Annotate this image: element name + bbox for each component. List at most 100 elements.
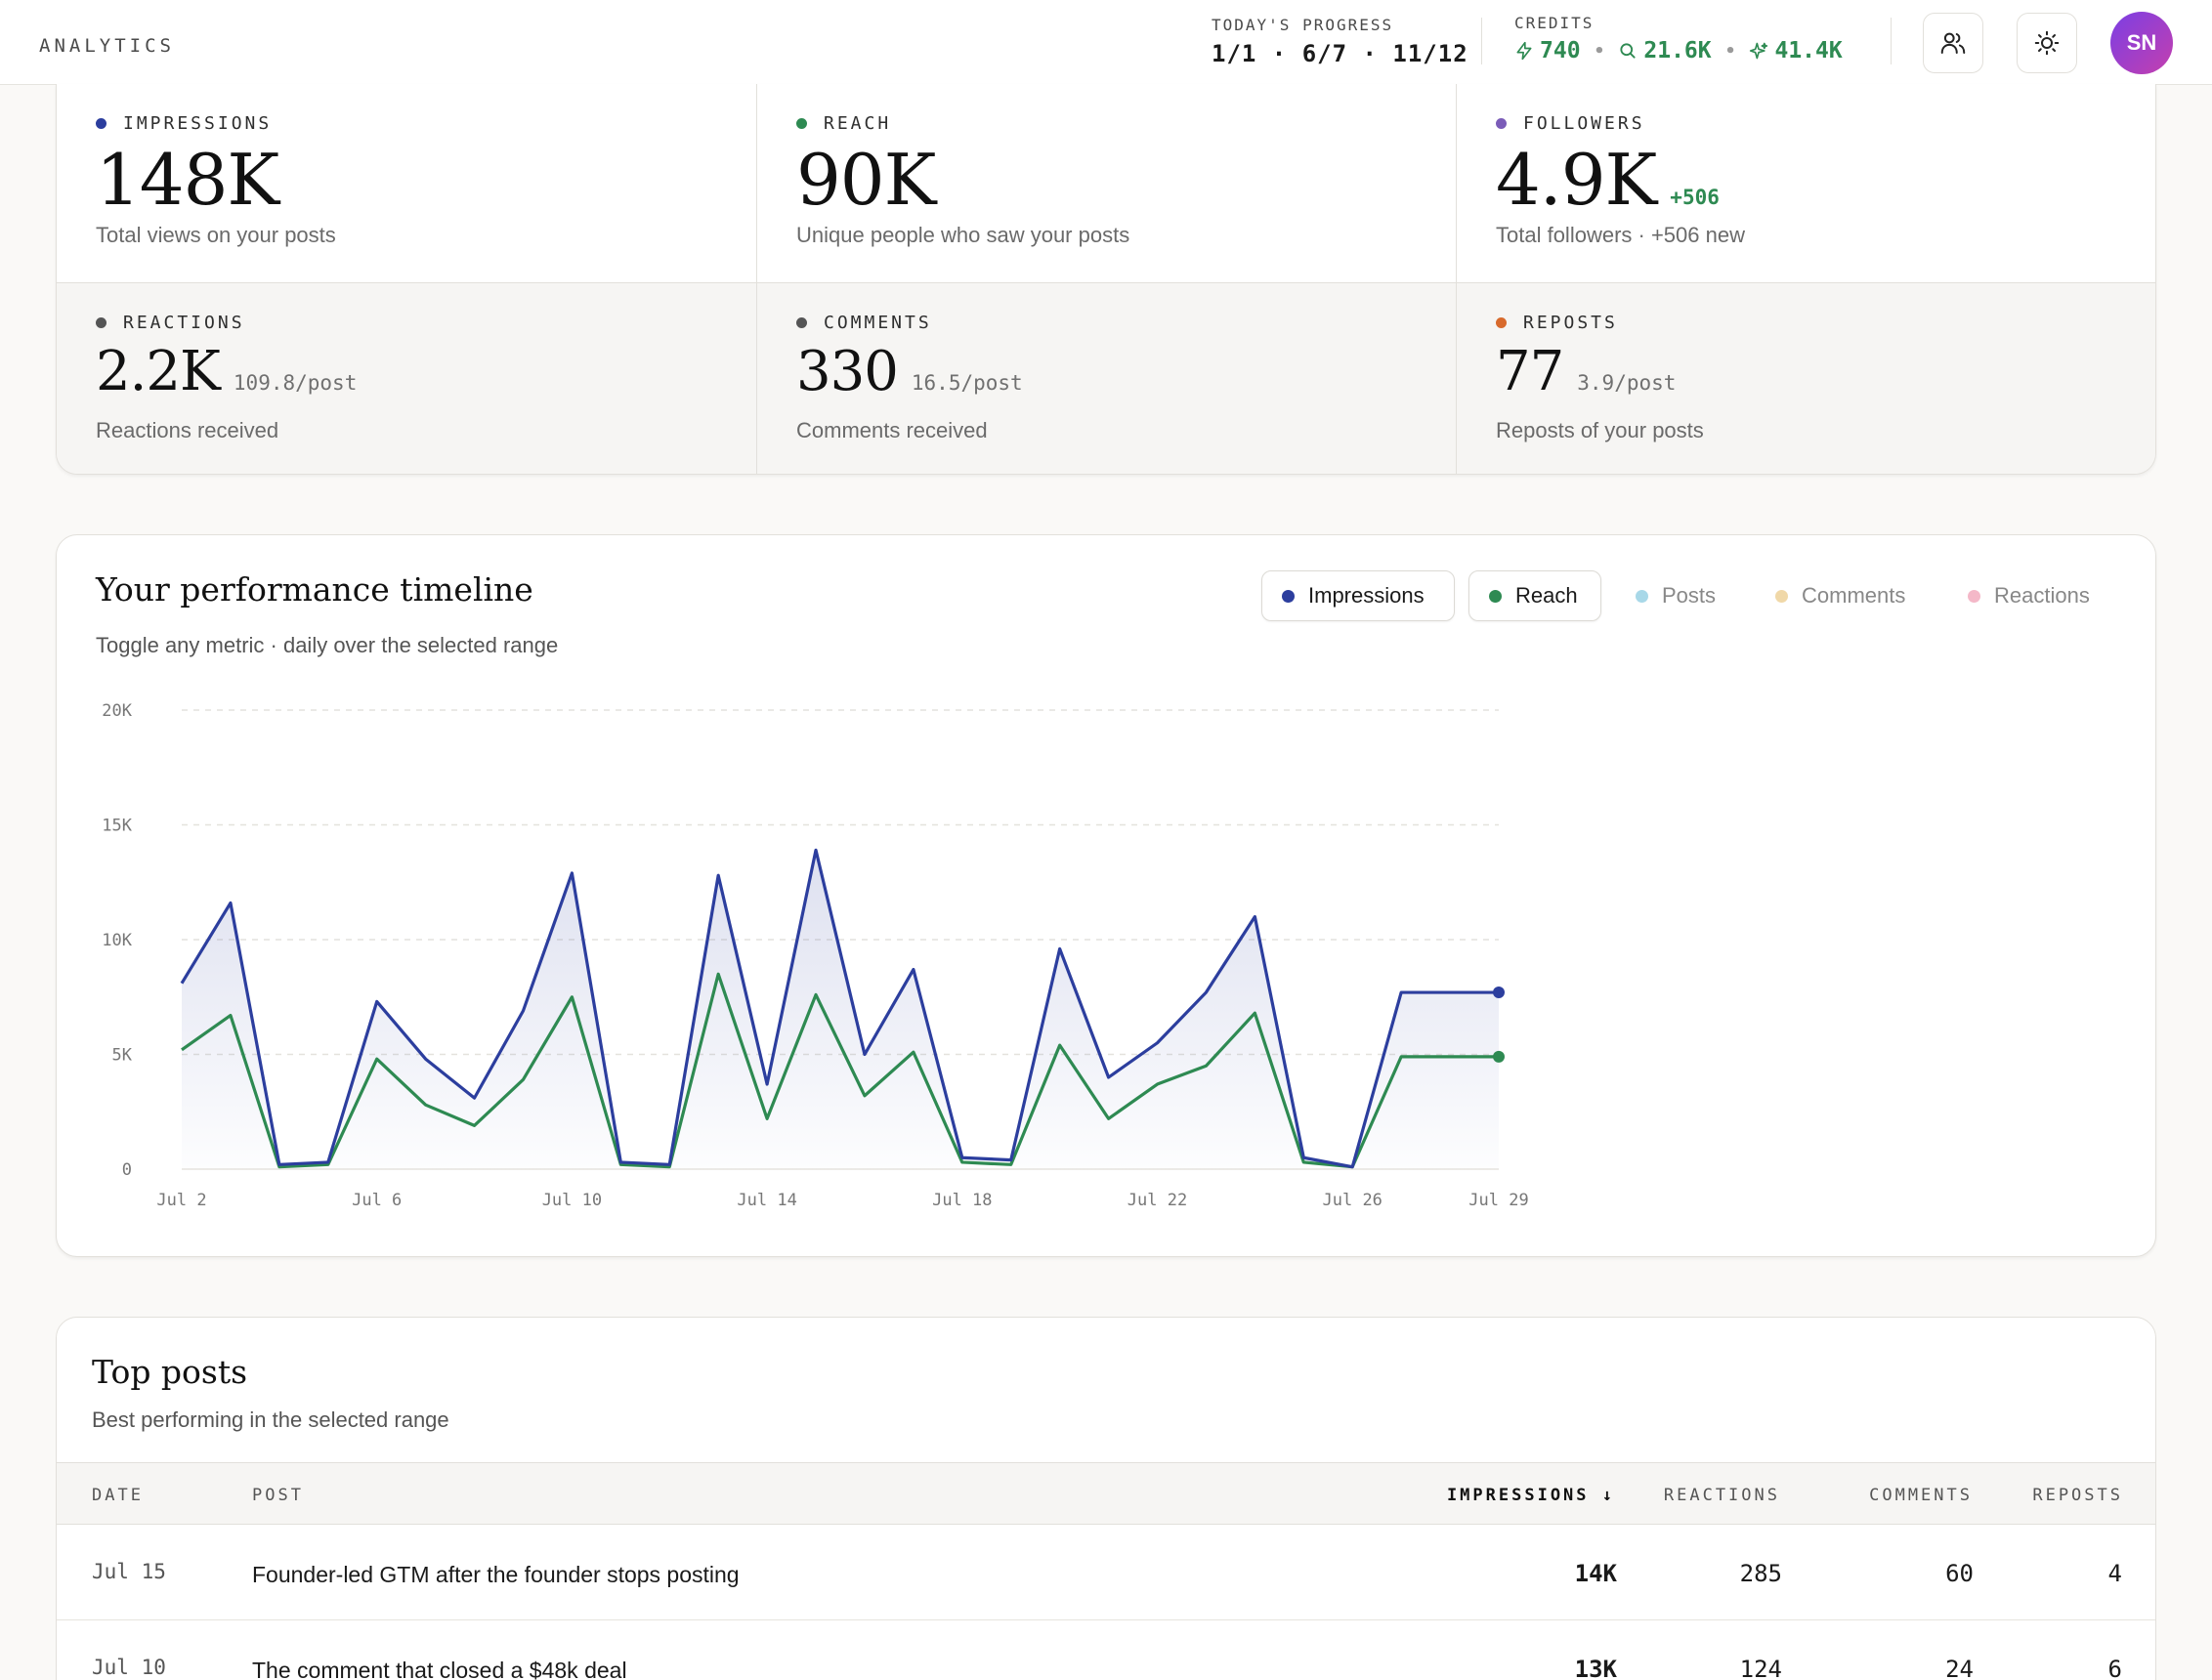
stat-per-post: 3.9/post xyxy=(1577,371,1677,395)
toggle-label: Impressions xyxy=(1308,583,1425,608)
x-tick-label: Jul 14 xyxy=(737,1191,796,1210)
avatar[interactable]: SN xyxy=(2110,12,2173,74)
status-dot xyxy=(96,118,106,129)
stat-comments: COMMENTS 330 16.5/post Comments received xyxy=(756,282,1456,474)
toggle-posts[interactable]: Posts xyxy=(1636,570,1716,621)
x-tick-label: Jul 2 xyxy=(156,1191,206,1210)
stat-label: IMPRESSIONS xyxy=(123,113,273,134)
performance-timeline-card: 0 5K 10K 15K 20K Jul 2 Jul 6 Jul 10 Jul 14 Jul 18… xyxy=(56,534,2156,1257)
stat-impressions: IMPRESSIONS 148K Total views on your pos… xyxy=(57,84,756,282)
stat-reposts: REPOSTS 77 3.9/post Reposts of your posts xyxy=(1456,282,2155,474)
toggle-label: Comments xyxy=(1802,583,1906,608)
stat-label: FOLLOWERS xyxy=(1523,113,1645,134)
x-tick-label: Jul 26 xyxy=(1323,1191,1382,1210)
team-button[interactable] xyxy=(1923,13,1983,73)
table-title: Top posts xyxy=(92,1353,248,1391)
stat-value: 4.9K xyxy=(1496,139,1657,221)
x-tick-label: Jul 18 xyxy=(932,1191,992,1210)
y-tick-label: 0 xyxy=(122,1160,132,1180)
progress-value: 1/1 · 6/7 · 11/12 xyxy=(1212,40,1468,67)
table-header: DATE POST IMPRESSIONS ↓ REACTIONS COMMEN… xyxy=(57,1462,2155,1525)
post-date: Jul 15 xyxy=(92,1560,166,1583)
toggle-impressions[interactable]: Impressions xyxy=(1261,570,1455,621)
stat-per-post: 16.5/post xyxy=(911,371,1023,395)
toggle-label: Reactions xyxy=(1994,583,2090,608)
stat-label: REPOSTS xyxy=(1523,313,1618,333)
stats-grid: IMPRESSIONS 148K Total views on your pos… xyxy=(56,84,2156,475)
stat-reach: REACH 90K Unique people who saw your pos… xyxy=(756,84,1456,282)
stat-description: Unique people who saw your posts xyxy=(796,223,1130,247)
stat-followers: FOLLOWERS 4.9K +506 Total followers · +50… xyxy=(1456,84,2155,282)
top-posts-card: Top posts Best performing in the selecte… xyxy=(56,1317,2156,1680)
reach-endpoint xyxy=(1493,1050,1505,1063)
x-tick-label: Jul 29 xyxy=(1468,1191,1528,1210)
legend-dot xyxy=(1636,589,1648,603)
separator-dot: • xyxy=(1724,40,1736,62)
status-dot xyxy=(1496,118,1507,129)
stat-reactions: REACTIONS 2.2K 109.8/post Reactions recei… xyxy=(57,282,756,474)
top-bar: ANALYTICS TODAY'S PROGRESS 1/1 · 6/7 · 1… xyxy=(0,0,2212,85)
todays-progress: TODAY'S PROGRESS 1/1 · 6/7 · 11/12 xyxy=(1212,16,1468,67)
column-reactions[interactable]: REACTIONS xyxy=(1663,1486,1780,1505)
post-comments: 24 xyxy=(1945,1656,1974,1680)
stat-description: Reactions received xyxy=(96,418,279,442)
toggle-label: Reach xyxy=(1515,583,1578,608)
table-row[interactable]: Jul 10 The comment that closed a $48k de… xyxy=(57,1620,2155,1680)
toggle-reactions[interactable]: Reactions xyxy=(1968,570,2090,621)
table-row[interactable]: Jul 15 Founder-led GTM after the founder… xyxy=(57,1525,2155,1620)
stat-value: 90K xyxy=(796,139,936,221)
toggle-reach[interactable]: Reach xyxy=(1468,570,1601,621)
credits-label: CREDITS xyxy=(1514,14,1595,32)
credits-values: 740 • 21.6K • 41.4K xyxy=(1514,38,1843,63)
post-reactions: 285 xyxy=(1739,1560,1782,1587)
stat-value: 77 xyxy=(1496,340,1564,403)
reach-line xyxy=(181,972,1499,1169)
app-title: ANALYTICS xyxy=(39,35,175,57)
stat-description: Total followers · +506 new xyxy=(1496,223,1745,247)
search-icon xyxy=(1620,43,1636,59)
credits: CREDITS 740 • 21.6K • 41.4K xyxy=(1514,14,1843,63)
post-reposts: 4 xyxy=(2107,1560,2122,1587)
stat-per-post: 109.8/post xyxy=(233,371,358,395)
post-date: Jul 10 xyxy=(92,1656,166,1679)
post-impressions: 13K xyxy=(1574,1656,1617,1680)
chart-subtitle: Toggle any metric · daily over the selec… xyxy=(96,633,559,657)
column-reposts[interactable]: REPOSTS xyxy=(2032,1486,2123,1505)
stat-delta: +506 xyxy=(1670,186,1720,209)
post-comments: 60 xyxy=(1945,1560,1974,1587)
y-tick-label: 5K xyxy=(112,1046,133,1066)
theme-toggle-button[interactable] xyxy=(2017,13,2077,73)
y-tick-label: 20K xyxy=(102,701,132,721)
stat-value: 330 xyxy=(796,340,899,403)
status-dot xyxy=(96,317,106,328)
column-comments[interactable]: COMMENTS xyxy=(1869,1486,1973,1505)
toggle-label: Posts xyxy=(1662,583,1717,608)
impressions-line xyxy=(180,848,1499,1169)
post-impressions: 14K xyxy=(1574,1560,1617,1587)
post-reactions: 124 xyxy=(1739,1656,1782,1680)
column-date[interactable]: DATE xyxy=(92,1486,144,1505)
legend-dot xyxy=(1282,589,1295,603)
lightning-icon xyxy=(1516,41,1532,61)
sun-icon xyxy=(2034,30,2060,56)
x-tick-label: Jul 10 xyxy=(542,1191,602,1210)
status-dot xyxy=(796,118,807,129)
status-dot xyxy=(1496,317,1507,328)
column-impressions[interactable]: IMPRESSIONS ↓ xyxy=(1446,1486,1615,1505)
credit-value-search: 21.6K xyxy=(1643,38,1712,63)
stat-label: REACH xyxy=(824,113,892,134)
stat-description: Total views on your posts xyxy=(96,223,336,247)
legend-dot xyxy=(1775,589,1788,603)
stat-value: 148K xyxy=(96,139,279,221)
status-dot xyxy=(796,317,807,328)
x-tick-label: Jul 6 xyxy=(352,1191,402,1210)
users-icon xyxy=(1940,32,1966,54)
toggle-comments[interactable]: Comments xyxy=(1775,570,1905,621)
divider xyxy=(1481,18,1482,64)
column-post[interactable]: POST xyxy=(252,1486,304,1505)
table-subtitle: Best performing in the selected range xyxy=(92,1407,449,1432)
timeline-chart: 0 5K 10K 15K 20K Jul 2 Jul 6 Jul 10 Jul 14 Jul 18… xyxy=(102,701,1528,1210)
post-title: Founder-led GTM after the founder stops … xyxy=(252,1562,740,1587)
impressions-area xyxy=(182,850,1499,1169)
y-tick-label: 15K xyxy=(102,817,132,836)
